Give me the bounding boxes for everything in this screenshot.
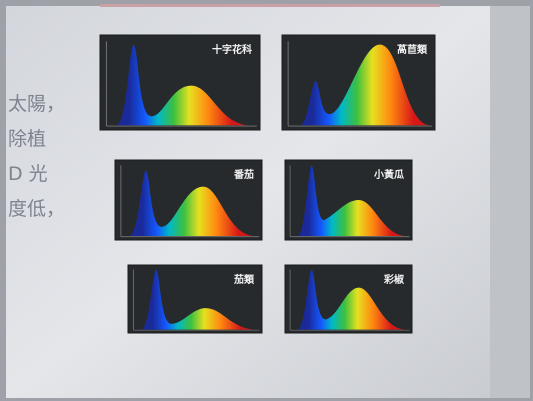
panel-label: 十字花科: [212, 43, 252, 56]
wall: [490, 6, 530, 398]
side-text: 除植: [8, 128, 46, 150]
photo: 太陽， 除植 D 光 度低， 十字花科 萵苣類番茄 小黃瓜茄類 彩椒: [0, 0, 533, 401]
top-strip: [100, 4, 440, 7]
side-text: 度低，: [8, 198, 65, 220]
panel-label: 茄類: [233, 273, 255, 286]
panel-label: 小黃瓜: [373, 168, 404, 181]
side-text: D 光: [8, 163, 48, 185]
panel-label: 番茄: [233, 168, 254, 181]
panel-label: 彩椒: [383, 273, 405, 286]
side-text: 太陽，: [8, 93, 65, 115]
panel-label: 萵苣類: [397, 43, 428, 56]
